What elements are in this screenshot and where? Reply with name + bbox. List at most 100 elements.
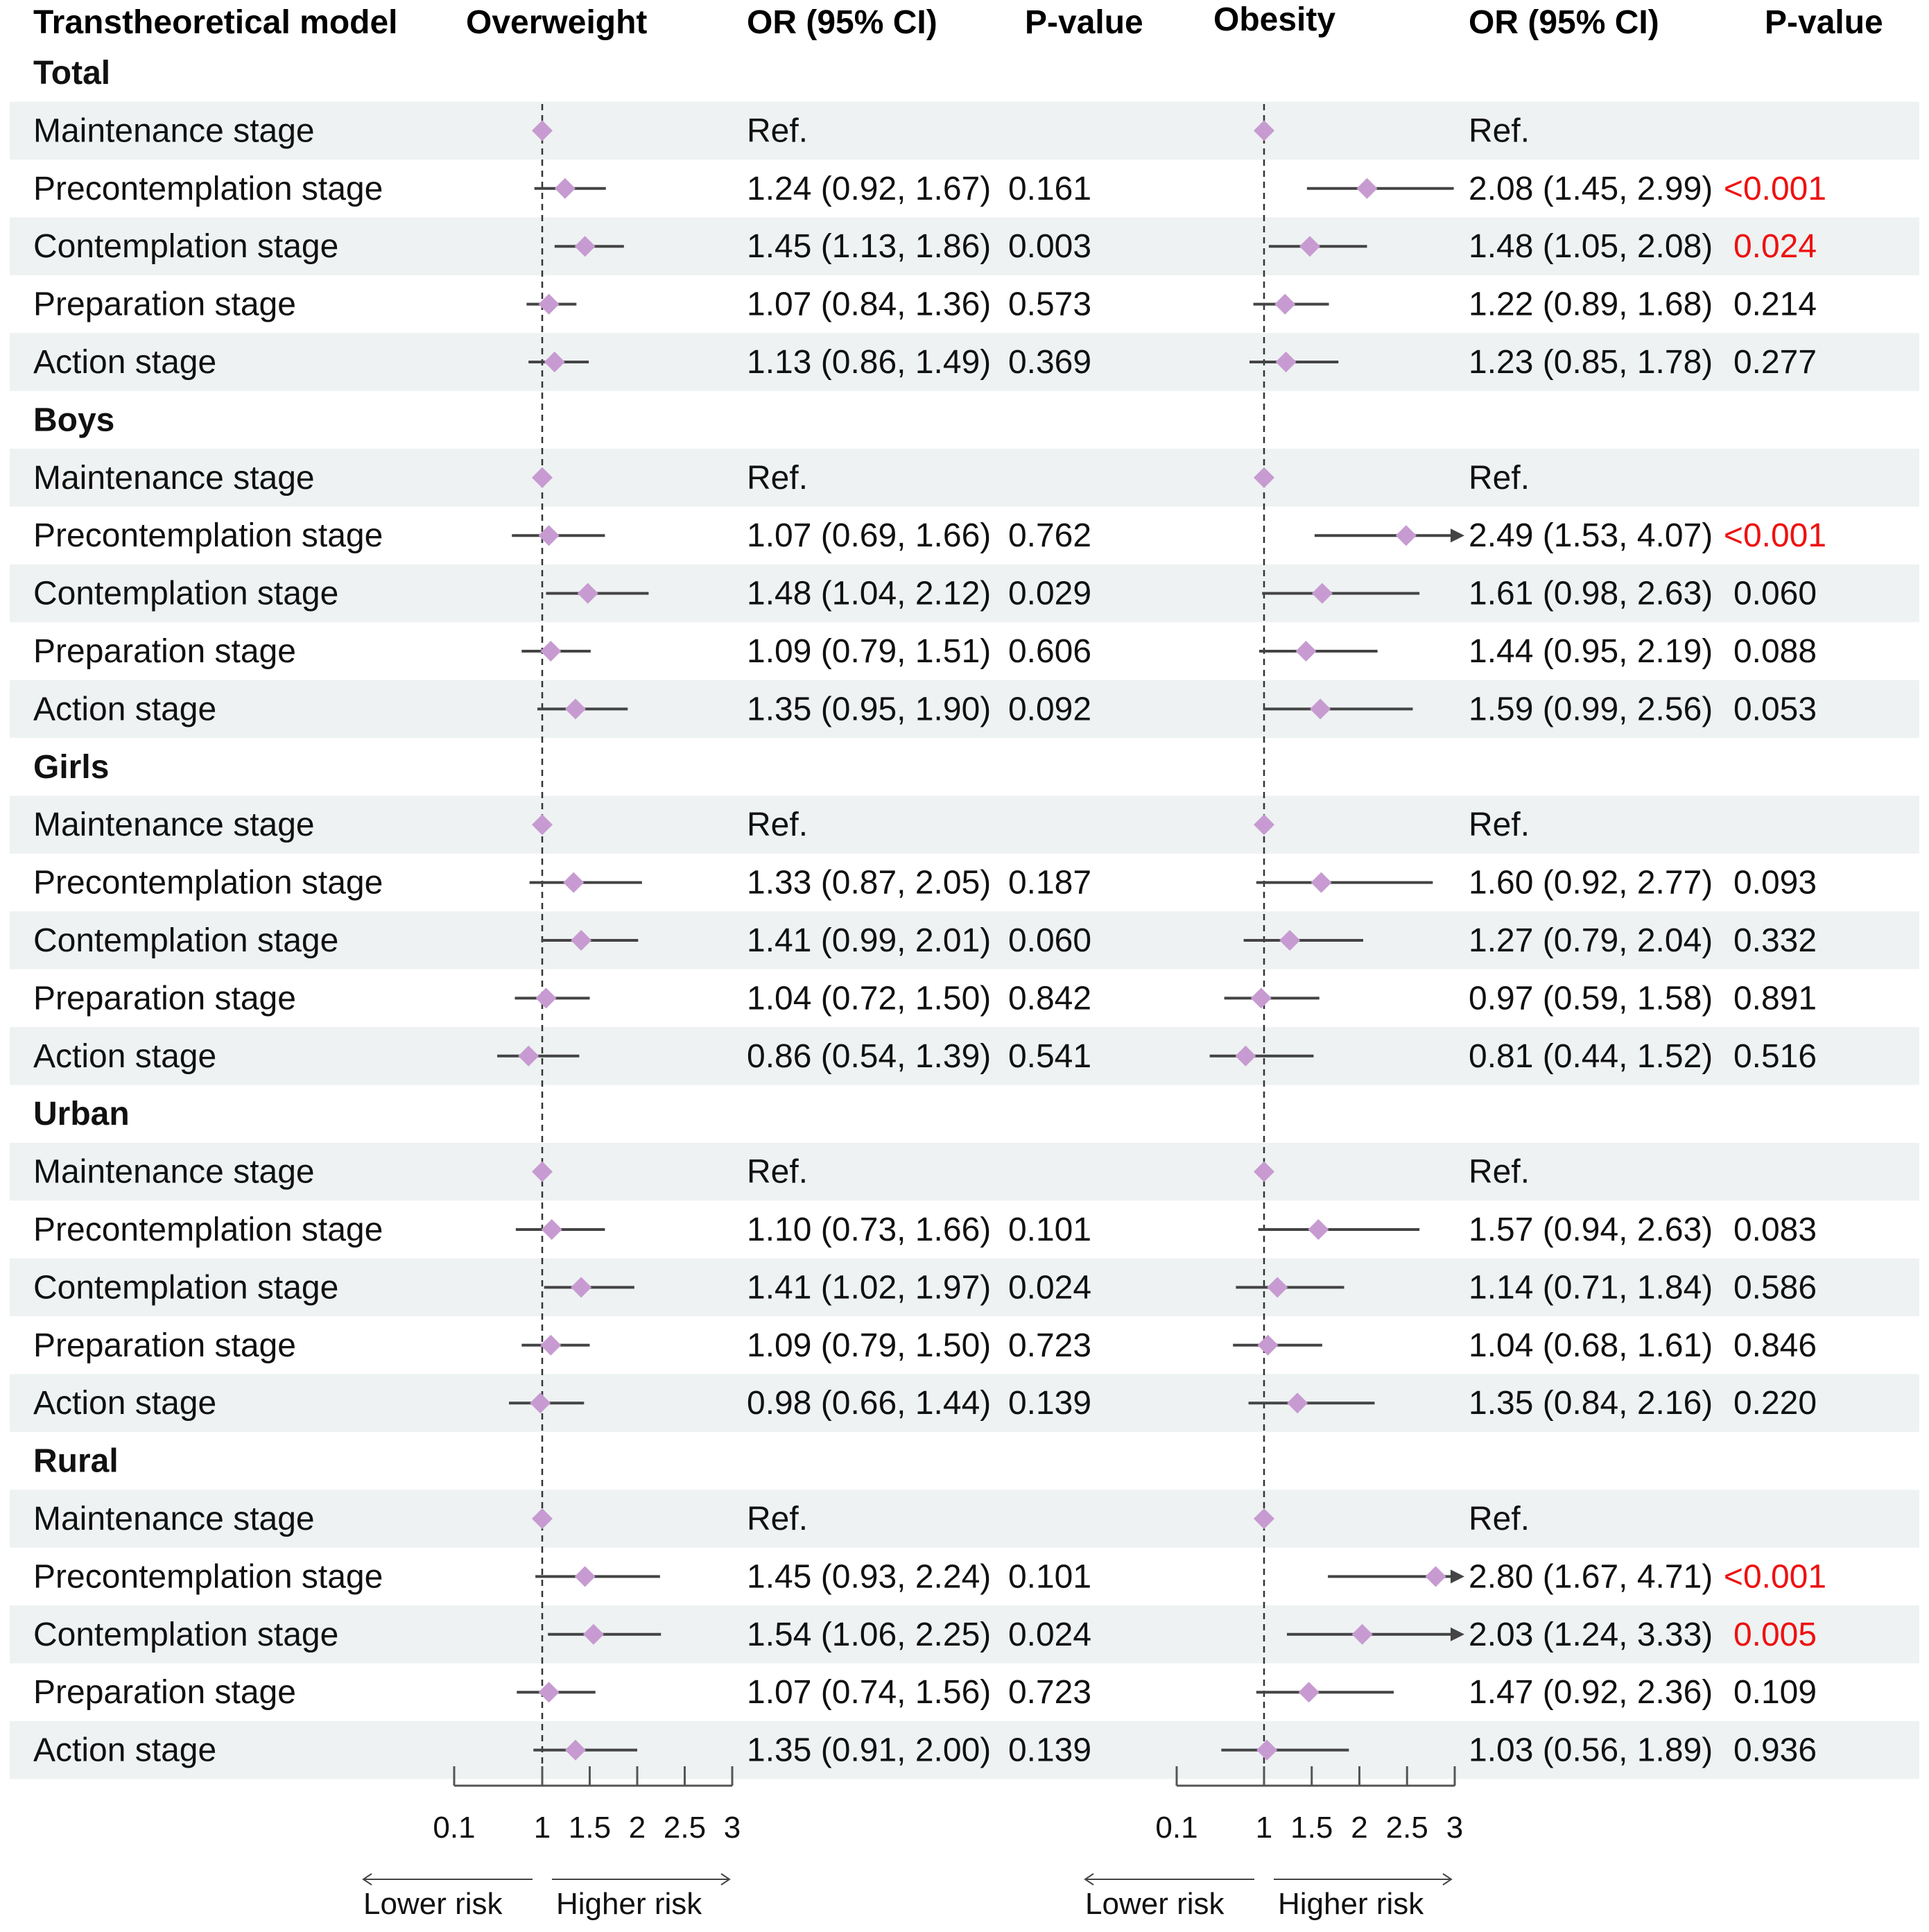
or-point: [541, 1219, 562, 1240]
row-label: Preparation stage: [33, 980, 296, 1017]
header-pvalue-overweight: P-value: [1025, 4, 1143, 41]
or-point: [538, 1682, 560, 1703]
or-point: [1310, 872, 1332, 893]
p-value: 0.762: [1008, 517, 1091, 554]
or-ci-value: 1.22 (0.89, 1.68): [1469, 286, 1713, 323]
ci-arrow-icon: [1451, 1569, 1464, 1584]
p-value: 0.093: [1733, 865, 1817, 902]
or-ci-value: 1.07 (0.84, 1.36): [747, 286, 991, 323]
or-ci-value: Ref.: [1469, 112, 1530, 149]
x-tick-label: 2: [1351, 1811, 1367, 1845]
x-tick-label: 3: [724, 1811, 741, 1845]
or-point: [538, 293, 560, 315]
or-point: [577, 583, 598, 604]
or-point: [564, 1739, 586, 1761]
p-value: 0.088: [1733, 633, 1817, 670]
or-ci-value: 0.86 (0.54, 1.39): [747, 1038, 991, 1075]
p-value: 0.024: [1008, 1269, 1091, 1306]
row-label: Contemplation stage: [33, 228, 338, 265]
row-label: Preparation stage: [33, 286, 296, 323]
or-point: [1275, 352, 1297, 372]
or-ci-value: 1.10 (0.73, 1.66): [747, 1211, 991, 1248]
row-label: Preparation stage: [33, 1674, 296, 1711]
or-ci-value: Ref.: [1469, 460, 1530, 497]
p-value: <0.001: [1724, 1558, 1826, 1595]
or-ci-value: 1.03 (0.56, 1.89): [1469, 1732, 1713, 1769]
ci-arrow-icon: [1451, 1627, 1464, 1641]
or-ci-value: 2.80 (1.67, 4.71): [1469, 1558, 1713, 1595]
p-value: 0.092: [1008, 691, 1091, 727]
row-label: Action stage: [33, 344, 216, 381]
p-value: 0.214: [1733, 286, 1817, 323]
row-stripe: [10, 1605, 1919, 1664]
or-ci-value: 1.07 (0.69, 1.66): [747, 517, 991, 554]
or-ci-value: 1.48 (1.05, 2.08): [1469, 228, 1713, 265]
p-value: 0.369: [1008, 344, 1091, 381]
row-label: Action stage: [33, 1038, 216, 1075]
or-point: [1395, 525, 1417, 546]
or-point: [518, 1045, 539, 1067]
p-value: 0.891: [1733, 980, 1817, 1017]
or-ci-value: Ref.: [1469, 1154, 1530, 1191]
or-ci-value: 1.60 (0.92, 2.77): [1469, 865, 1713, 902]
row-stripe: [10, 333, 1919, 391]
or-ci-value: 1.09 (0.79, 1.50): [747, 1327, 991, 1364]
or-point: [571, 930, 592, 951]
row-stripe: [10, 564, 1919, 623]
or-point: [532, 1508, 553, 1529]
or-point: [1356, 178, 1378, 199]
or-ci-value: 2.03 (1.24, 3.33): [1469, 1616, 1713, 1653]
p-value: 0.187: [1008, 865, 1091, 902]
header-or-ci-obesity: OR (95% CI): [1469, 4, 1659, 41]
or-point: [1279, 930, 1301, 951]
or-point: [1287, 1392, 1308, 1414]
p-value: 0.003: [1008, 228, 1091, 265]
or-ci-value: Ref.: [1469, 1501, 1530, 1537]
or-ci-value: 1.33 (0.87, 2.05): [747, 865, 991, 902]
or-point: [1295, 641, 1317, 662]
x-tick-label: 2: [629, 1811, 646, 1845]
or-ci-value: 0.81 (0.44, 1.52): [1469, 1038, 1713, 1075]
ci-arrow-icon: [1451, 528, 1464, 543]
higher-risk-label: Higher risk: [1278, 1887, 1424, 1921]
or-point: [1257, 1334, 1279, 1356]
p-value: 0.277: [1733, 344, 1817, 381]
or-point: [1254, 1508, 1274, 1529]
or-point: [535, 987, 557, 1009]
or-ci-value: 1.45 (0.93, 2.24): [747, 1558, 991, 1595]
or-point: [1311, 583, 1333, 604]
row-stripe: [10, 1720, 1919, 1779]
or-ci-value: 1.35 (0.91, 2.00): [747, 1732, 991, 1769]
or-point: [1351, 1623, 1373, 1645]
p-value: 0.101: [1008, 1558, 1091, 1595]
or-point: [554, 178, 576, 199]
or-ci-value: 2.08 (1.45, 2.99): [1469, 171, 1713, 207]
p-value: 0.846: [1733, 1327, 1817, 1364]
row-label: Action stage: [33, 1385, 216, 1422]
or-ci-value: 1.59 (0.99, 2.56): [1469, 691, 1713, 727]
p-value: 0.101: [1008, 1211, 1091, 1248]
p-value: 0.139: [1008, 1385, 1091, 1422]
table-rows: Total Maintenance stage Ref. Ref. Precontemp…: [33, 55, 1826, 1769]
row-label: Maintenance stage: [33, 807, 315, 843]
or-point: [532, 1161, 553, 1182]
or-point: [571, 1277, 592, 1298]
row-stripe: [10, 1374, 1919, 1432]
p-value: 0.083: [1733, 1211, 1817, 1248]
x-tick-label: 0.1: [433, 1811, 475, 1845]
row-stripe: [10, 101, 1919, 160]
p-value: 0.573: [1008, 286, 1091, 323]
or-point: [1254, 120, 1274, 141]
or-ci-value: Ref.: [747, 112, 808, 149]
or-ci-value: 1.35 (0.95, 1.90): [747, 691, 991, 727]
or-ci-value: 1.45 (1.13, 1.86): [747, 228, 991, 265]
or-point: [563, 872, 585, 893]
or-point: [532, 467, 553, 488]
or-ci-value: 1.04 (0.68, 1.61): [1469, 1327, 1713, 1364]
p-value: 0.109: [1733, 1674, 1817, 1711]
or-ci-value: 1.41 (0.99, 2.01): [747, 922, 991, 959]
group-header-total: Total: [33, 55, 110, 92]
p-value: 0.024: [1733, 228, 1817, 265]
p-value: <0.001: [1724, 171, 1826, 207]
